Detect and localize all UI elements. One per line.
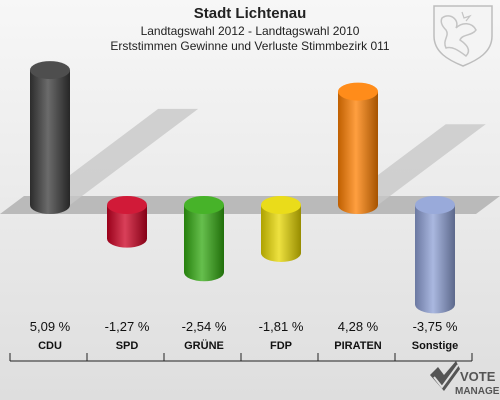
bar-spd xyxy=(107,196,147,248)
bar-body xyxy=(184,205,224,282)
category-label: FDP xyxy=(270,340,292,352)
category-label: PIRATEN xyxy=(334,340,382,352)
value-label: -1,81 % xyxy=(259,319,304,334)
bar-cap xyxy=(107,196,147,214)
value-label: 4,28 % xyxy=(338,319,379,334)
bar-shadow xyxy=(30,108,199,205)
chart-subtitle: Landtagswahl 2012 - Landtagswahl 2010 xyxy=(140,24,360,38)
bar-cap xyxy=(261,196,301,214)
bar-cap xyxy=(184,196,224,214)
bar-body xyxy=(338,91,378,214)
logo-text-vote: VOTE xyxy=(460,369,496,384)
coat-of-arms-icon xyxy=(433,5,493,67)
bar-body xyxy=(30,70,70,215)
bar-cap xyxy=(415,196,455,214)
value-label: 5,09 % xyxy=(30,319,71,334)
bar-cdu xyxy=(30,61,70,215)
category-label: GRÜNE xyxy=(184,339,224,352)
logo-text-manager: MANAGER xyxy=(455,386,500,397)
value-label: -2,54 % xyxy=(182,319,227,334)
bar-sonstige xyxy=(415,196,455,314)
bar-cap xyxy=(338,82,378,101)
category-axis xyxy=(9,353,473,362)
bar-fdp xyxy=(261,196,301,262)
bar-piraten xyxy=(338,82,378,214)
value-label: -3,75 % xyxy=(413,319,458,334)
bar-grüne xyxy=(184,196,224,282)
chart-title: Stadt Lichtenau xyxy=(193,5,307,22)
category-label: SPD xyxy=(116,340,139,352)
bar-body xyxy=(415,205,455,314)
category-label: Sonstige xyxy=(412,340,458,352)
vote-manager-check-icon xyxy=(430,361,460,391)
bar-body xyxy=(261,205,301,262)
chart-subtitle-2: Erststimmen Gewinne und Verluste Stimmbe… xyxy=(110,39,390,53)
value-label: -1,27 % xyxy=(105,319,150,334)
bar-cap xyxy=(30,61,70,80)
vote-manager-logo: VOTE MANAGER xyxy=(430,361,500,397)
bar-body xyxy=(107,205,147,248)
category-label: CDU xyxy=(38,340,62,352)
